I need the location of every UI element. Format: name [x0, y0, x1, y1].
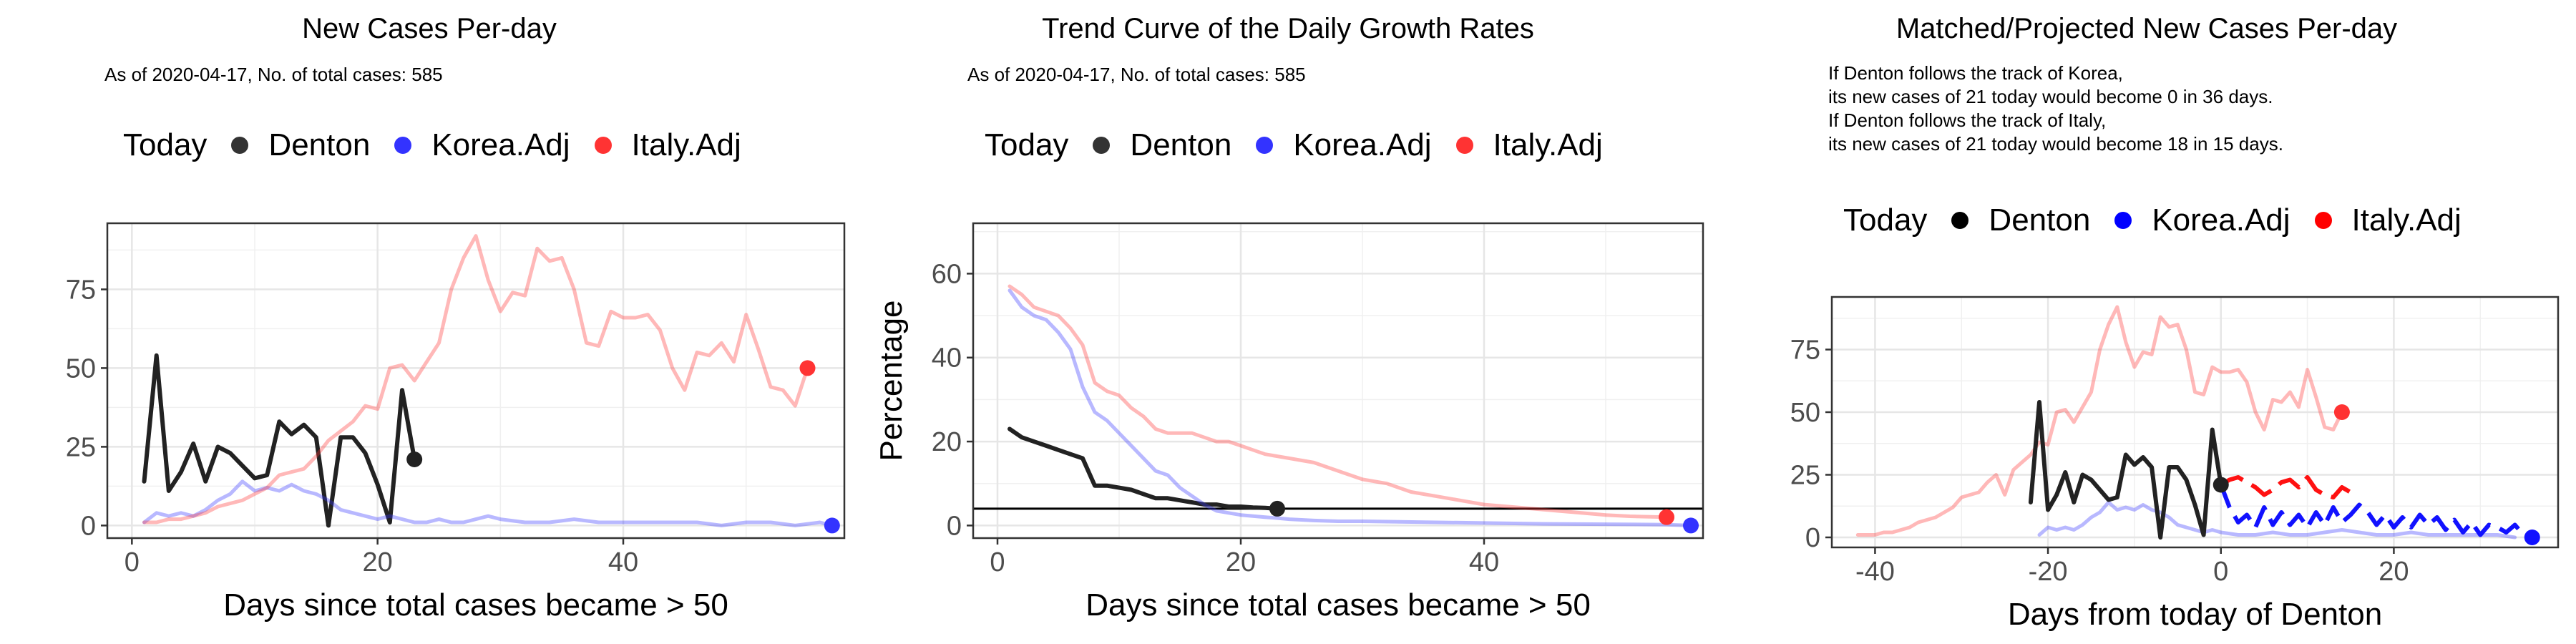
legend-label: Italy.Adj	[1493, 127, 1603, 162]
legend-marker	[231, 137, 249, 154]
chart-subtitle: If Denton follows the track of Korea,	[1828, 62, 2123, 84]
legend-title: Today	[1843, 203, 1928, 238]
chart-title: Trend Curve of the Daily Growth Rates	[1042, 13, 1534, 44]
x-tick-label: 20	[1226, 547, 1256, 577]
x-tick-label: 20	[2379, 557, 2409, 587]
chart-subtitle: its new cases of 21 today would become 1…	[1828, 133, 2283, 155]
legend-marker	[2314, 212, 2332, 229]
legend-label: Denton	[1130, 127, 1232, 162]
legend: Today Denton Korea.Adj Italy.Adj	[123, 127, 766, 163]
legend-item-korea: Korea.Adj	[394, 127, 570, 163]
legend-label: Korea.Adj	[431, 127, 570, 162]
today-point-italy-adj	[799, 360, 816, 376]
x-tick-label: 40	[608, 547, 638, 577]
series-line-italy-adj	[1008, 284, 1669, 519]
plot-border	[1830, 296, 2560, 549]
plot-border	[106, 222, 846, 540]
legend-item-korea: Korea.Adj	[2114, 203, 2290, 238]
panel-projected-cases: Matched/Projected New Cases Per-day If D…	[1717, 0, 2576, 644]
legend-marker	[1455, 137, 1473, 154]
legend-item-italy: Italy.Adj	[1455, 127, 1603, 163]
chart-subtitle: If Denton follows the track of Italy,	[1828, 109, 2107, 131]
y-axis-label: Percentage	[874, 300, 909, 461]
y-tick-label: 0	[81, 511, 96, 541]
x-tick-label: 20	[363, 547, 393, 577]
legend-item-denton: Denton	[1093, 127, 1231, 163]
legend-title: Today	[985, 127, 1069, 162]
series-line-denton	[2028, 400, 2223, 540]
series-line-denton	[1008, 426, 1279, 511]
legend-marker	[394, 137, 412, 154]
today-point-korea-adj	[824, 517, 840, 534]
series-line-italy-adj	[142, 234, 809, 525]
x-axis-label: Days since total cases became > 50	[1085, 587, 1591, 623]
today-point-korea-adj	[1683, 517, 1699, 534]
x-tick-label: -20	[2029, 557, 2068, 587]
x-tick-label: 0	[2213, 557, 2228, 587]
x-tick-label: 0	[990, 547, 1005, 577]
legend-marker	[1093, 137, 1111, 154]
x-tick-label: 0	[125, 547, 140, 577]
y-tick-label: 50	[66, 353, 96, 384]
legend-item-italy: Italy.Adj	[594, 127, 741, 163]
legend-item-italy: Italy.Adj	[2314, 203, 2462, 238]
today-point-italy-adj	[2333, 404, 2350, 420]
legend-label: Denton	[268, 127, 371, 162]
today-point-denton	[406, 452, 423, 467]
series-line-korea-adj	[1008, 288, 1693, 527]
legend-marker	[594, 137, 612, 154]
legend-label: Italy.Adj	[631, 127, 741, 162]
y-tick-label: 25	[66, 432, 96, 462]
today-point-denton	[1269, 500, 1285, 517]
legend-label: Italy.Adj	[2351, 203, 2462, 238]
plot-area: 0 20 40 0 20 40 60 Days since total cases becam…	[874, 222, 1704, 623]
y-tick-label: 0	[947, 511, 962, 541]
legend-marker	[1256, 137, 1274, 154]
legend-item-denton: Denton	[231, 127, 370, 163]
legend-marker	[1951, 212, 1969, 229]
legend-label: Korea.Adj	[2152, 203, 2290, 238]
plot-area: -40 -20 0 20 0 25 50 75 Days from today of Dento…	[1790, 296, 2560, 632]
legend: Today Denton Korea.Adj Italy.Adj	[1843, 203, 2486, 238]
y-tick-label: 50	[1790, 398, 1820, 428]
today-point-denton	[2212, 477, 2229, 493]
y-tick-label: 75	[1790, 336, 1820, 366]
y-tick-label: 60	[932, 259, 962, 289]
series-line-korea-adj	[142, 479, 834, 527]
panel-new-cases: New Cases Per-day As of 2020-04-17, No. …	[0, 0, 859, 644]
chart-subtitle: As of 2020-04-17, No. of total cases: 58…	[104, 64, 443, 85]
series-line-italy-adj	[1855, 305, 2344, 537]
y-tick-label: 40	[932, 343, 962, 374]
series-line-denton	[142, 353, 417, 528]
legend: Today Denton Korea.Adj Italy.Adj	[985, 127, 1627, 163]
plot-background	[107, 223, 844, 538]
y-tick-label: 20	[932, 427, 962, 457]
today-point-italy-adj	[1659, 509, 1674, 525]
chart-subtitle: its new cases of 21 today would become 0…	[1828, 86, 2273, 107]
legend-item-denton: Denton	[1951, 203, 2090, 238]
x-tick-label: 40	[1469, 547, 1499, 577]
legend-title: Today	[123, 127, 208, 162]
today-point-korea-adj	[2524, 530, 2540, 545]
chart-title: New Cases Per-day	[302, 13, 557, 44]
y-tick-label: 25	[1790, 461, 1820, 491]
legend-item-korea: Korea.Adj	[1256, 127, 1432, 163]
legend-label: Korea.Adj	[1293, 127, 1432, 162]
legend-marker	[2114, 212, 2132, 229]
series-line-italy-adj	[2220, 475, 2352, 499]
x-axis-label: Days since total cases became > 50	[223, 587, 728, 623]
x-tick-label: -40	[1855, 557, 1895, 587]
panel-growth-rates: Trend Curve of the Daily Growth Rates As…	[859, 0, 1717, 644]
legend-label: Denton	[1989, 203, 2091, 238]
plot-area: 0 20 40 0 25 50 75 Days since total cases becam…	[66, 222, 846, 623]
chart-subtitle: As of 2020-04-17, No. of total cases: 58…	[967, 64, 1306, 85]
x-axis-label: Days from today of Denton	[2008, 597, 2382, 632]
chart-title: Matched/Projected New Cases Per-day	[1896, 13, 2398, 44]
plot-border	[972, 222, 1704, 540]
series-line-korea-adj	[2218, 484, 2533, 540]
y-tick-label: 0	[1805, 523, 1820, 553]
plot-background	[973, 223, 1703, 538]
y-tick-label: 75	[66, 275, 96, 305]
